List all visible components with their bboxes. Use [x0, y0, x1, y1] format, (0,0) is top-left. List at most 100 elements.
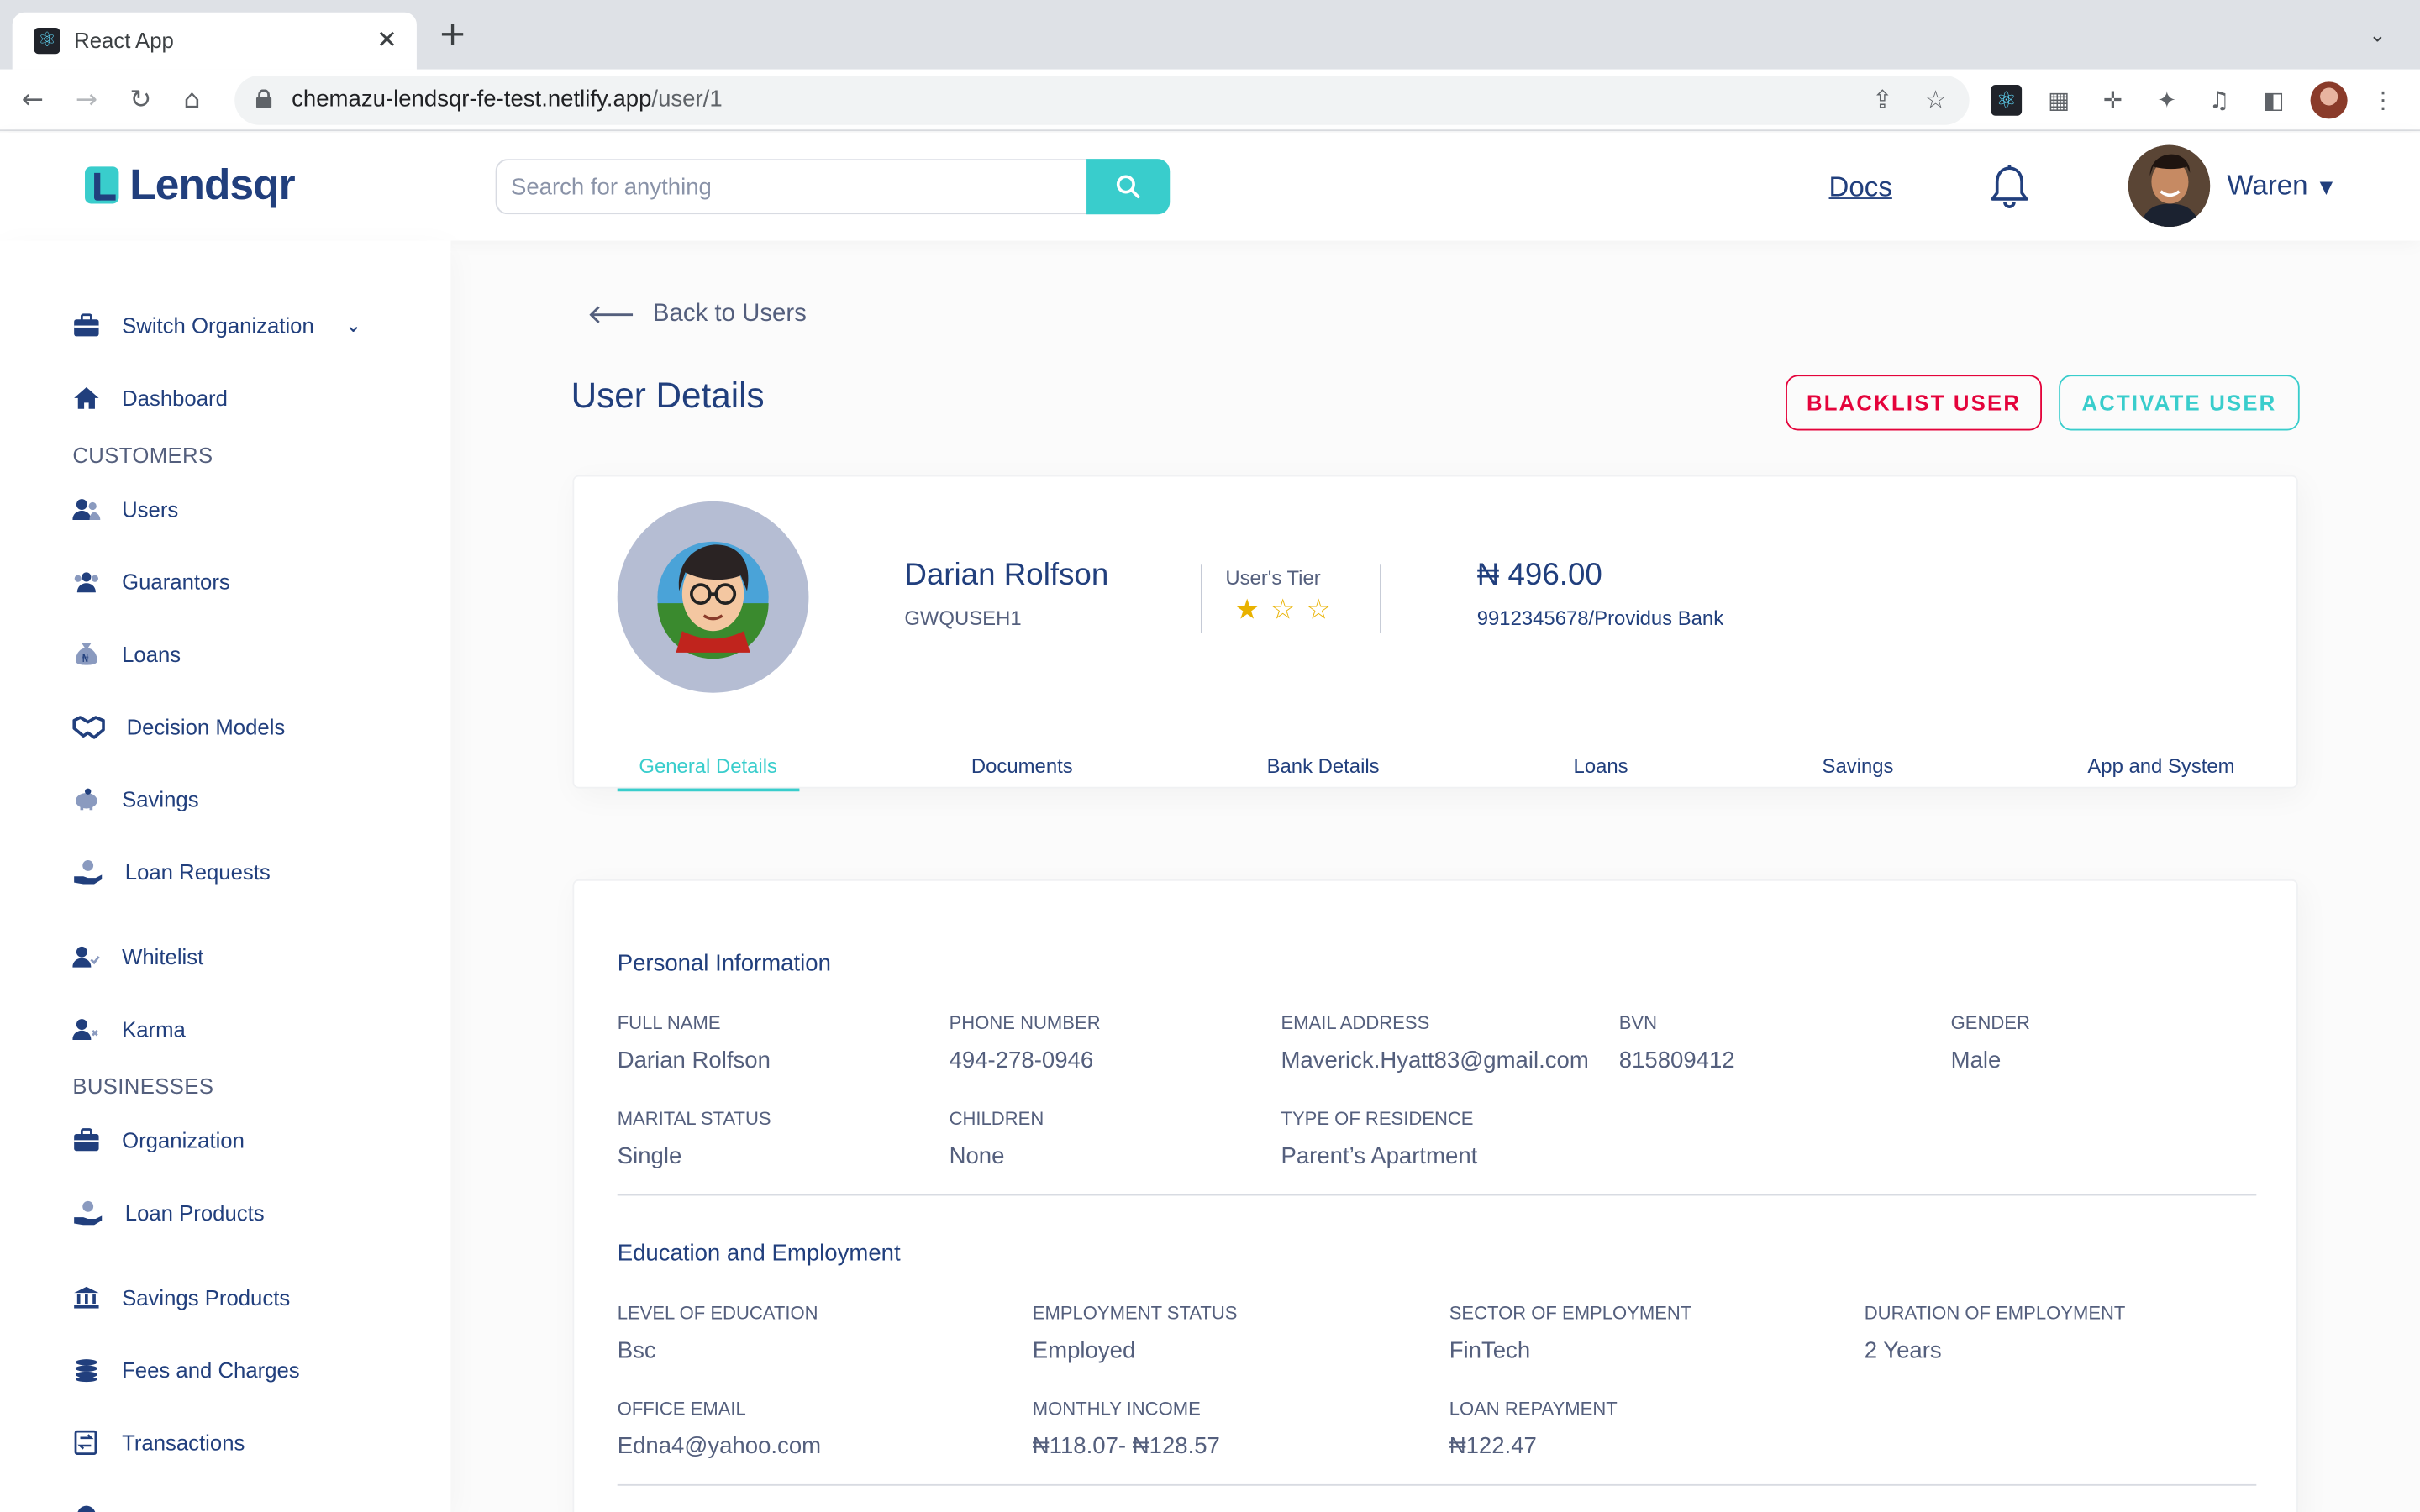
- field-label: TYPE OF RESIDENCE: [1281, 1107, 1474, 1130]
- field-full-name: FULL NAME Darian Rolfson: [618, 1012, 771, 1074]
- home-icon[interactable]: ⌂: [183, 85, 201, 116]
- sidebar-item-loan-requests[interactable]: Loan Requests: [72, 855, 271, 889]
- activate-user-button[interactable]: ACTIVATE USER: [2059, 375, 2300, 431]
- star-outline-icon: ☆: [1306, 594, 1342, 627]
- field-value: Employed: [1032, 1337, 1136, 1364]
- extensions-puzzle-icon[interactable]: ✦: [2157, 86, 2177, 114]
- react-devtools-icon[interactable]: ⚛: [1991, 85, 2023, 116]
- field-label: DURATION OF EMPLOYMENT: [1864, 1302, 2126, 1324]
- field-value: Single: [617, 1143, 682, 1170]
- sidebar-item-savings-products[interactable]: Savings Products: [72, 1280, 290, 1314]
- field-loan-repayment: LOAN REPAYMENT ₦122.47: [1449, 1398, 1618, 1459]
- chevron-down-icon[interactable]: ⌄: [345, 313, 362, 338]
- sidebar-item-loans[interactable]: ₦ Loans: [72, 638, 181, 671]
- kebab-menu-icon[interactable]: ⋮: [2371, 86, 2395, 114]
- docs-link[interactable]: Docs: [1828, 171, 1892, 202]
- tab-app-and-system[interactable]: App and System: [2087, 754, 2235, 778]
- section-divider: [617, 1194, 2257, 1196]
- move-icon[interactable]: ✛: [2102, 86, 2123, 114]
- field-value: Maverick.Hyatt83@gmail.com: [1281, 1047, 1589, 1074]
- tier-label: User's Tier: [1225, 566, 1321, 590]
- media-playlist-icon[interactable]: ♫: [2208, 86, 2230, 114]
- switch-organization[interactable]: Switch Organization ⌄: [72, 308, 362, 342]
- user-name[interactable]: Waren: [2227, 170, 2308, 201]
- address-bar[interactable]: chemazu-lendsqr-fe-test.netlify.app/user…: [234, 75, 1970, 125]
- bell-icon[interactable]: [1990, 164, 2030, 210]
- close-tab-icon[interactable]: ✕: [376, 24, 397, 55]
- sidebar-item-label: Loans: [122, 642, 182, 667]
- caret-down-icon[interactable]: ▼: [2319, 177, 2333, 198]
- profile-name: Darian Rolfson: [904, 558, 1109, 593]
- sidebar: Switch Organization ⌄ Dashboard CUSTOMER…: [0, 240, 451, 1512]
- field-label: SECTOR OF EMPLOYMENT: [1449, 1302, 1692, 1324]
- field-duration-of-employment: DURATION OF EMPLOYMENT 2 Years: [1865, 1302, 2126, 1363]
- field-label: MONTHLY INCOME: [1032, 1398, 1201, 1420]
- tab-savings[interactable]: Savings: [1822, 754, 1894, 778]
- back-to-users-link[interactable]: Back to Users: [588, 301, 807, 328]
- field-label: LEVEL OF EDUCATION: [617, 1302, 818, 1324]
- sidebar-item-label: Decision Models: [126, 714, 286, 739]
- logo-text: Lendsqr: [129, 160, 295, 208]
- tab-bank-details[interactable]: Bank Details: [1266, 754, 1380, 778]
- field-label: CHILDREN: [949, 1107, 1044, 1130]
- sidebar-item-label: Savings: [122, 786, 199, 812]
- blacklist-user-button[interactable]: BLACKLIST USER: [1786, 375, 2042, 431]
- search-input[interactable]: [495, 159, 1088, 215]
- qr-code-icon[interactable]: ▦: [2048, 86, 2070, 114]
- hand-money-icon: [74, 1200, 103, 1226]
- field-value: ₦122.47: [1449, 1433, 1537, 1460]
- sidebar-item-decision-models[interactable]: Decision Models: [72, 710, 285, 743]
- new-tab-icon[interactable]: +: [438, 15, 467, 55]
- user-check-icon: [72, 946, 100, 968]
- sidebar-item-label: Karma: [122, 1016, 186, 1042]
- sidebar-item-fees-and-charges[interactable]: Fees and Charges: [72, 1353, 300, 1387]
- sidebar-item-karma[interactable]: Karma: [72, 1012, 186, 1046]
- sidebar-item-transactions[interactable]: Transactions: [72, 1425, 245, 1459]
- back-label: Back to Users: [652, 301, 807, 328]
- lock-icon: [255, 89, 272, 108]
- tab-title: React App: [74, 28, 174, 53]
- field-label: OFFICE EMAIL: [617, 1398, 746, 1420]
- reload-icon[interactable]: ↻: [129, 85, 152, 116]
- field-value: 2 Years: [1864, 1337, 1942, 1364]
- sidebar-item-label: Users: [122, 496, 179, 522]
- businesses-heading: BUSINESSES: [72, 1074, 214, 1099]
- briefcase-icon: [74, 1128, 99, 1152]
- field-value: Bsc: [617, 1337, 656, 1364]
- sidebar-item-label: Organization: [122, 1127, 245, 1153]
- field-label: FULL NAME: [617, 1011, 721, 1034]
- divider: [1200, 564, 1202, 633]
- side-panel-icon[interactable]: ◧: [2262, 86, 2285, 114]
- forward-arrow-icon[interactable]: →: [75, 85, 98, 116]
- react-favicon-icon: ⚛: [34, 28, 60, 55]
- field-label: MARITAL STATUS: [617, 1107, 771, 1130]
- sidebar-item-loan-products[interactable]: Loan Products: [72, 1195, 265, 1229]
- tab-documents[interactable]: Documents: [971, 754, 1073, 778]
- field-marital-status: MARITAL STATUS Single: [618, 1108, 771, 1169]
- bookmark-star-icon[interactable]: ☆: [1924, 85, 1947, 114]
- back-arrow-icon[interactable]: ←: [21, 85, 44, 116]
- field-bvn: BVN 815809412: [1619, 1012, 1735, 1074]
- tab-general-details[interactable]: General Details: [617, 754, 799, 792]
- browser-profile-avatar[interactable]: [2310, 81, 2348, 119]
- field-gender: GENDER Male: [1951, 1012, 2030, 1074]
- share-icon[interactable]: ⇪: [1871, 85, 1893, 114]
- tab-search-chevron-icon[interactable]: ⌄: [2369, 24, 2386, 48]
- sidebar-item-partial[interactable]: [72, 1498, 100, 1512]
- sidebar-item-organization[interactable]: Organization: [72, 1123, 245, 1157]
- sidebar-item-dashboard[interactable]: Dashboard: [72, 381, 228, 415]
- sidebar-item-users[interactable]: Users: [72, 492, 178, 526]
- sidebar-item-guarantors[interactable]: Guarantors: [72, 564, 230, 598]
- search-button[interactable]: [1086, 159, 1171, 215]
- field-value: None: [949, 1143, 1005, 1170]
- divider: [1380, 564, 1381, 633]
- coins-icon: [75, 1359, 97, 1383]
- tab-loans[interactable]: Loans: [1573, 754, 1628, 778]
- customers-heading: CUSTOMERS: [72, 443, 213, 468]
- user-avatar[interactable]: [2128, 144, 2211, 227]
- users-icon: [72, 499, 101, 520]
- browser-tab[interactable]: ⚛ React App ✕: [12, 12, 417, 70]
- field-label: LOAN REPAYMENT: [1449, 1398, 1618, 1420]
- sidebar-item-whitelist[interactable]: Whitelist: [72, 940, 203, 974]
- sidebar-item-savings[interactable]: Savings: [72, 782, 199, 816]
